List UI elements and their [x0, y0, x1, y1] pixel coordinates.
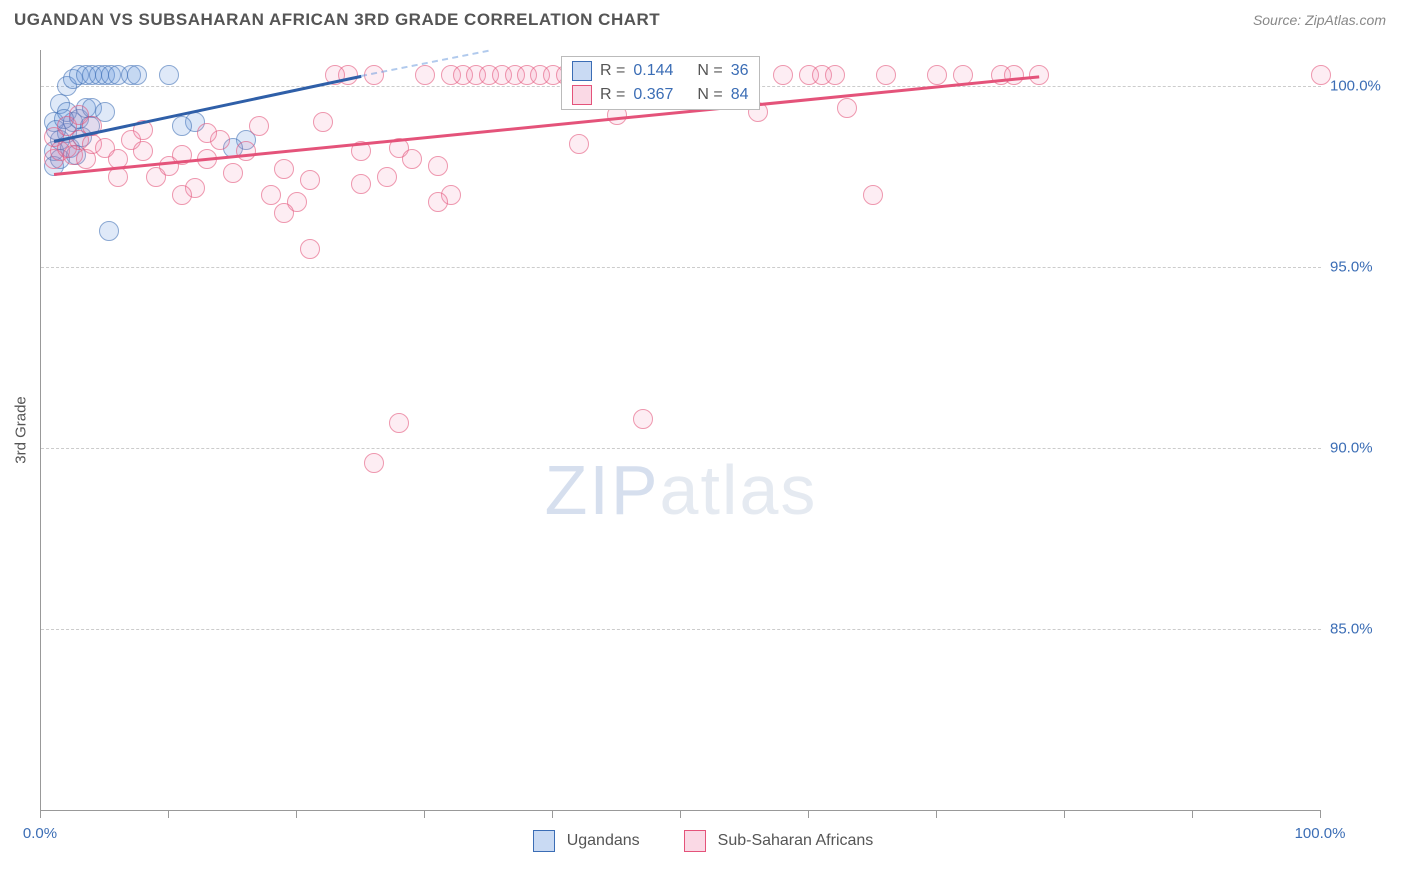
scatter-point	[377, 167, 397, 187]
ytick-label: 100.0%	[1330, 78, 1381, 95]
scatter-point	[249, 116, 269, 136]
stats-row: R = 0.144 N = 36	[562, 59, 759, 83]
scatter-point	[364, 453, 384, 473]
xtick	[552, 810, 553, 818]
gridline	[41, 629, 1321, 630]
source-label: Source: ZipAtlas.com	[1253, 12, 1386, 28]
scatter-point	[389, 413, 409, 433]
watermark: ZIPatlas	[545, 450, 818, 530]
legend-swatch-pink-icon	[684, 830, 706, 852]
n-value: 36	[731, 62, 749, 80]
scatter-point	[876, 65, 896, 85]
swatch-blue-icon	[572, 61, 592, 81]
scatter-point	[274, 203, 294, 223]
xtick	[808, 810, 809, 818]
scatter-point	[127, 65, 147, 85]
scatter-point	[1004, 65, 1024, 85]
scatter-point	[99, 221, 119, 241]
xtick	[424, 810, 425, 818]
chart-title: UGANDAN VS SUBSAHARAN AFRICAN 3RD GRADE …	[14, 10, 660, 30]
n-label: N =	[697, 86, 722, 104]
scatter-point	[351, 174, 371, 194]
legend-swatch-blue-icon	[533, 830, 555, 852]
scatter-point	[402, 149, 422, 169]
scatter-point	[825, 65, 845, 85]
scatter-point	[927, 65, 947, 85]
ytick-label: 85.0%	[1330, 621, 1373, 638]
xtick	[40, 810, 41, 818]
scatter-point	[428, 156, 448, 176]
scatter-point	[428, 192, 448, 212]
legend: Ugandans Sub-Saharan Africans	[0, 830, 1406, 852]
swatch-pink-icon	[572, 85, 592, 105]
n-value: 84	[731, 86, 749, 104]
scatter-point	[633, 409, 653, 429]
scatter-point	[172, 185, 192, 205]
scatter-point	[415, 65, 435, 85]
scatter-point	[261, 185, 281, 205]
stats-box: R = 0.144 N = 36 R = 0.367 N = 84	[561, 56, 760, 110]
xtick	[680, 810, 681, 818]
scatter-point	[569, 134, 589, 154]
xtick	[1192, 810, 1193, 818]
r-value: 0.144	[633, 62, 673, 80]
chart-plot-area: 3rd Grade ZIPatlas R = 0.144 N = 36 R = …	[40, 50, 1321, 811]
scatter-point	[300, 170, 320, 190]
ytick-label: 90.0%	[1330, 440, 1373, 457]
scatter-point	[223, 163, 243, 183]
scatter-point	[1311, 65, 1331, 85]
scatter-point	[837, 98, 857, 118]
scatter-point	[172, 116, 192, 136]
r-value: 0.367	[633, 86, 673, 104]
ytick-label: 95.0%	[1330, 259, 1373, 276]
r-label: R =	[600, 86, 625, 104]
scatter-point	[313, 112, 333, 132]
scatter-point	[300, 239, 320, 259]
n-label: N =	[697, 62, 722, 80]
stats-row: R = 0.367 N = 84	[562, 83, 759, 107]
scatter-point	[197, 123, 217, 143]
gridline	[41, 448, 1321, 449]
r-label: R =	[600, 62, 625, 80]
scatter-point	[159, 65, 179, 85]
xtick	[936, 810, 937, 818]
xtick	[296, 810, 297, 818]
gridline	[41, 267, 1321, 268]
xtick	[1320, 810, 1321, 818]
legend-label: Sub-Saharan Africans	[718, 832, 874, 850]
y-axis-label: 3rd Grade	[13, 396, 30, 464]
scatter-point	[133, 141, 153, 161]
legend-label: Ugandans	[567, 832, 640, 850]
scatter-point	[863, 185, 883, 205]
scatter-point	[773, 65, 793, 85]
scatter-point	[236, 141, 256, 161]
xtick	[168, 810, 169, 818]
scatter-point	[274, 159, 294, 179]
xtick	[1064, 810, 1065, 818]
